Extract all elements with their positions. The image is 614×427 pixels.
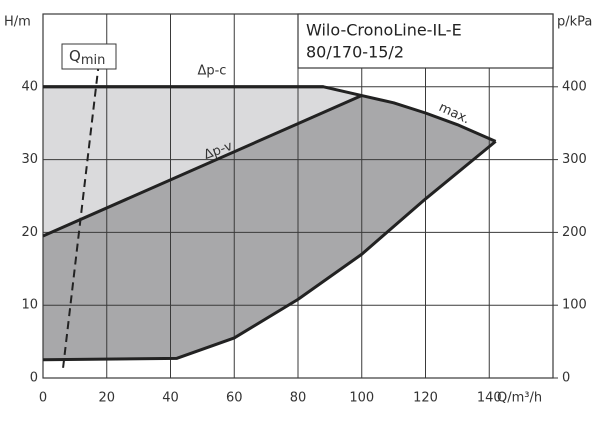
y-tick-label: 0 (30, 371, 38, 386)
x-tick-label: 0 (39, 391, 47, 406)
x-tick-label: 40 (162, 391, 179, 406)
y-tick-label: 20 (21, 225, 38, 240)
x-tick-label: 20 (98, 391, 115, 406)
y-tick-label: 40 (21, 79, 38, 94)
x-axis-label: Q/m³/h (497, 391, 542, 406)
x-tick-label: 100 (349, 391, 374, 406)
curve (42, 140, 497, 362)
y2-axis-label: p/kPa (557, 15, 592, 30)
x-tick-label: 60 (226, 391, 243, 406)
qmin-line (62, 52, 102, 368)
y2-tick-label: 400 (562, 79, 587, 94)
title-box (297, 13, 554, 69)
qmin-main: Q (69, 47, 81, 65)
control-region (43, 86, 362, 237)
qmin-box (61, 43, 117, 70)
qmin-sub: min (81, 53, 106, 68)
x-tick-label: 80 (290, 391, 307, 406)
y-tick-label: 10 (21, 298, 38, 313)
y2-tick-label: 300 (562, 152, 587, 167)
y2-tick-label: 100 (562, 298, 587, 313)
operating-region (43, 95, 496, 360)
y2-tick-label: 0 (562, 371, 570, 386)
y2-tick-label: 200 (562, 225, 587, 240)
y-tick-label: 30 (21, 152, 38, 167)
curve (42, 94, 363, 238)
title-line: Wilo-CronoLine-IL-E (306, 21, 462, 40)
title-line: 80/170-15/2 (306, 43, 404, 62)
y-axis-label: H/m (4, 15, 31, 30)
x-tick-label: 120 (413, 391, 438, 406)
curve-label: Δp-c (197, 63, 226, 78)
qmin-label: Qmin (69, 47, 105, 68)
x-tick-label: 140 (477, 391, 502, 406)
